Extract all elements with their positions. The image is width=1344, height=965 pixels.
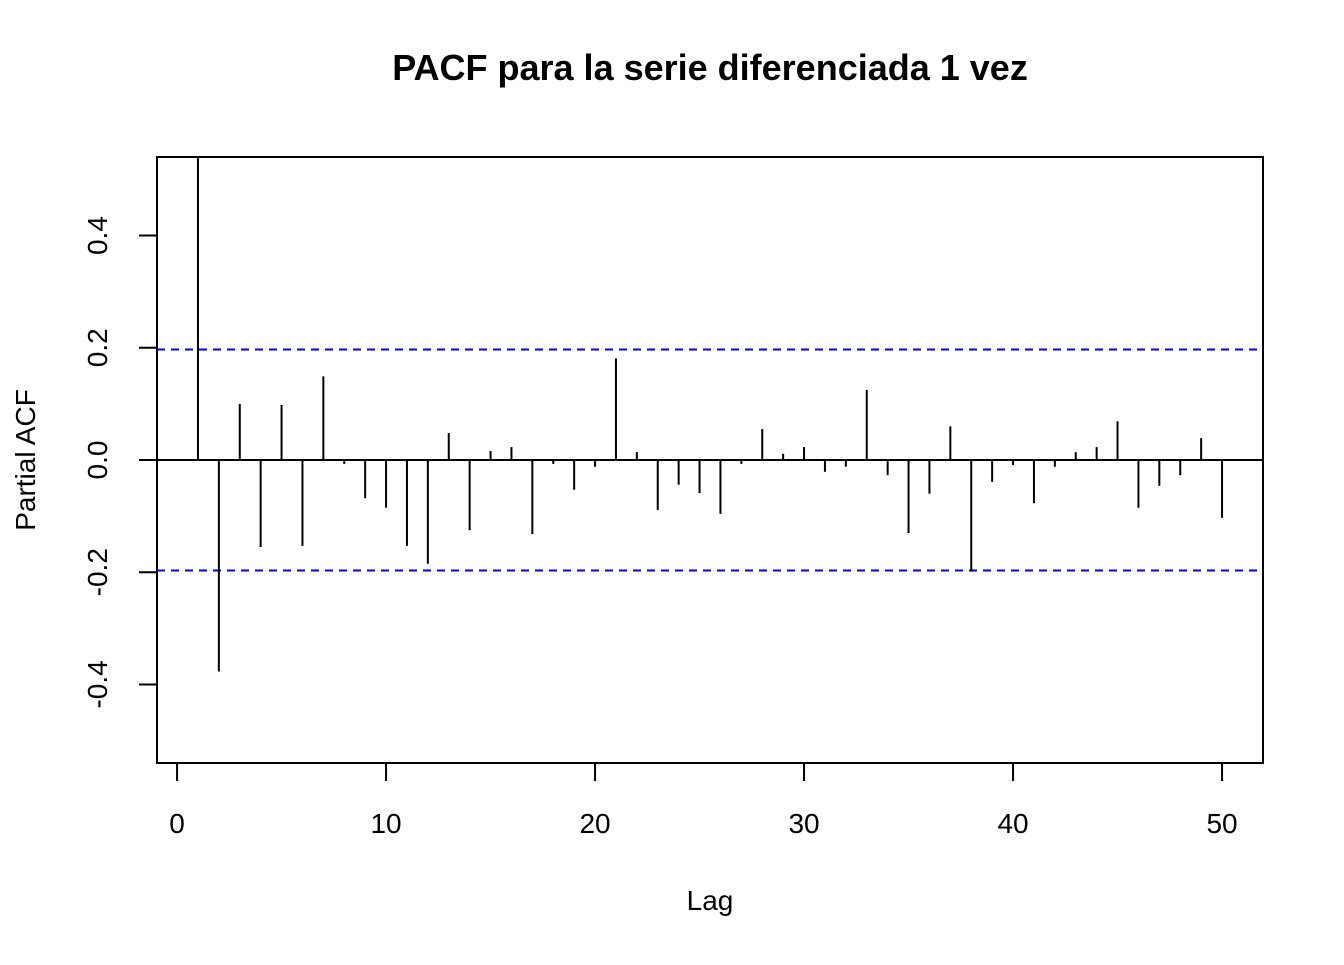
x-tick-label: 30 [788,808,819,839]
chart-title: PACF para la serie diferenciada 1 vez [392,47,1028,88]
y-tick-label: -0.2 [82,548,113,596]
y-axis-label: Partial ACF [10,389,41,531]
x-tick-label: 10 [370,808,401,839]
y-tick-label: 0.2 [82,328,113,367]
y-tick-label: -0.4 [82,660,113,708]
y-tick-label: 0.4 [82,216,113,255]
x-axis-label: Lag [687,885,734,916]
x-tick-label: 0 [169,808,185,839]
x-tick-label: 20 [579,808,610,839]
y-tick-label: 0.0 [82,441,113,480]
x-tick-label: 40 [997,808,1028,839]
x-tick-label: 50 [1206,808,1237,839]
